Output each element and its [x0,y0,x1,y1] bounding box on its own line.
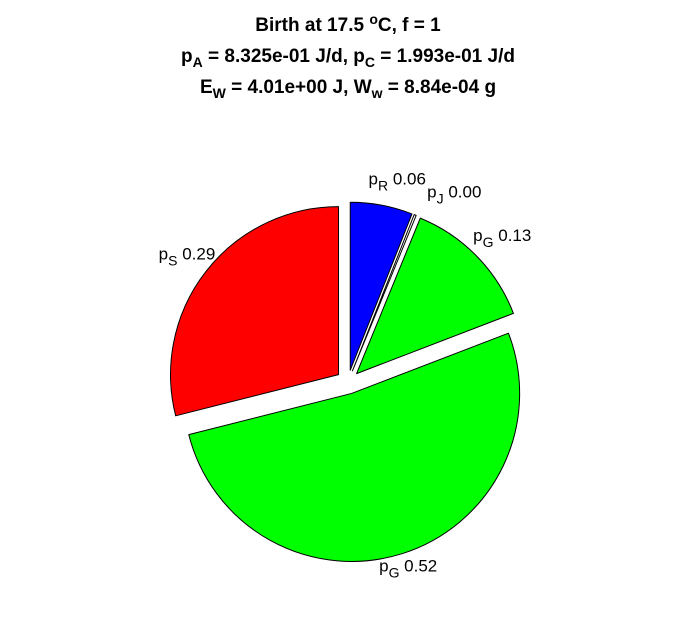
ew-value: = 4.01e+00 J, [225,77,354,98]
title-text: C, f = 1 [377,15,441,36]
ew-symbol: E [199,77,213,98]
title-line-3: EW = 4.01e+00 J, Ww = 8.84e-04 g [0,72,696,103]
pc-value: = 1.993e-01 J/d [375,46,515,67]
slice-label-g-3: pG 0.52 [379,557,437,581]
pc-subscript: C [364,54,375,70]
pie-slice-g-2 [356,217,514,375]
title-text: Birth at 17.5 [255,15,370,36]
pie-slice-s-4 [170,206,340,417]
pa-symbol: p [181,46,193,67]
pa-value: = 8.325e-01 J/d, [202,46,354,67]
chart-title: Birth at 17.5 oC, f = 1 pA = 8.325e-01 J… [0,10,696,103]
title-line-1: Birth at 17.5 oC, f = 1 [0,10,696,41]
ww-subscript: w [371,85,383,101]
pc-symbol: p [353,46,365,67]
slice-label-g-2: pG 0.13 [473,226,531,250]
slice-label-r-0: pR 0.06 [369,170,426,194]
ew-subscript: W [212,85,226,101]
degree-symbol: o [369,11,378,27]
slice-label-j-1: pJ 0.00 [427,182,481,206]
pie-slice-r-0 [349,201,413,371]
title-line-2: pA = 8.325e-01 J/d, pC = 1.993e-01 J/d [0,41,696,72]
ww-value: = 8.84e-04 g [382,77,497,98]
ww-symbol: W [353,77,372,98]
pa-subscript: A [192,54,203,70]
pie-slice-j-1 [351,214,417,372]
slice-label-s-4: pS 0.29 [159,245,216,269]
pie-slice-g-3 [188,332,521,562]
